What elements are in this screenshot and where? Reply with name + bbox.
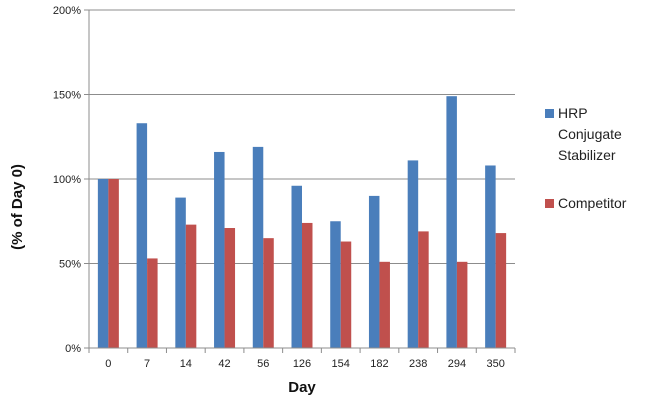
legend-swatch bbox=[545, 109, 554, 118]
y-tick-label: 200% bbox=[53, 5, 81, 17]
bar-series-2 bbox=[224, 228, 236, 348]
bar-series-2 bbox=[263, 238, 274, 348]
x-tick-label: 154 bbox=[332, 358, 350, 370]
x-axis-title: Day bbox=[288, 379, 316, 396]
bar-series-1 bbox=[136, 123, 148, 348]
x-tick-label: 42 bbox=[218, 358, 230, 370]
bar-series-1 bbox=[97, 179, 109, 348]
bar-series-1 bbox=[407, 160, 419, 348]
bar-series-2 bbox=[418, 231, 429, 348]
x-tick-label: 56 bbox=[257, 358, 269, 370]
bar-series-1 bbox=[446, 96, 457, 348]
axes: 0% 50% 100% 150% 200% 0 7 14 42 56 126 154 182 238 294… bbox=[53, 5, 516, 370]
bar-series-1 bbox=[368, 195, 380, 348]
legend-swatch bbox=[545, 199, 554, 208]
bar-series-2 bbox=[340, 241, 352, 348]
x-tick-label: 182 bbox=[370, 358, 388, 370]
x-tick-label: 7 bbox=[144, 358, 150, 370]
x-tick-label: 350 bbox=[486, 358, 504, 370]
bar-series-2 bbox=[495, 233, 507, 348]
y-tick-label: 0% bbox=[65, 343, 81, 355]
y-tick-label: 150% bbox=[53, 90, 81, 102]
legend: HRP Conjugate Stabilizer Competitor bbox=[545, 105, 627, 211]
bars bbox=[97, 96, 507, 348]
bar-series-1 bbox=[252, 146, 264, 348]
x-tick-label: 0 bbox=[105, 358, 111, 370]
bar-series-2 bbox=[185, 224, 197, 348]
y-tick-label: 100% bbox=[53, 174, 81, 186]
x-tick-label: 294 bbox=[448, 358, 466, 370]
legend-label: Competitor bbox=[558, 195, 627, 211]
y-tick-label: 50% bbox=[59, 259, 81, 271]
bar-series-2 bbox=[108, 179, 119, 348]
bar-series-1 bbox=[485, 165, 496, 348]
x-tick-label: 238 bbox=[409, 358, 427, 370]
bar-series-2 bbox=[147, 258, 158, 348]
legend-label: Conjugate bbox=[558, 126, 622, 142]
legend-label: Stabilizer bbox=[558, 147, 616, 163]
bar-series-1 bbox=[175, 197, 186, 348]
bar-series-1 bbox=[214, 151, 225, 348]
y-axis-title: (% of Day 0) bbox=[9, 164, 26, 250]
bar-series-2 bbox=[302, 222, 313, 348]
x-tick-label: 126 bbox=[293, 358, 311, 370]
bar-series-2 bbox=[456, 261, 468, 348]
bar-series-1 bbox=[330, 221, 341, 348]
x-tick-label: 14 bbox=[180, 358, 192, 370]
legend-label: HRP bbox=[558, 105, 588, 121]
bar-series-1 bbox=[291, 185, 302, 348]
bar-series-2 bbox=[379, 261, 390, 348]
